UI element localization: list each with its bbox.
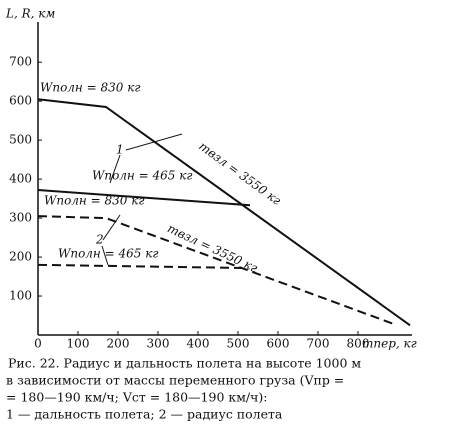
annotation: Wполн = 465 кг (58, 247, 158, 261)
x-tick-label: 100 (67, 337, 90, 351)
y-tick-label: 600 (9, 94, 32, 108)
x-tick-label: 600 (267, 337, 290, 351)
leader (109, 154, 121, 184)
annotation: 1 (116, 143, 124, 157)
leader (102, 214, 121, 241)
leader (101, 245, 109, 266)
y-tick-label: 700 (9, 55, 32, 69)
x-tick-label: 500 (227, 337, 250, 351)
x-tick-label: 0 (34, 337, 42, 351)
caption-line: 1 — дальность полета; 2 — радиус полета (6, 407, 283, 422)
y-tick-label: 500 (9, 133, 32, 147)
y-tick-label: 200 (9, 250, 32, 264)
x-tick-label: 400 (187, 337, 210, 351)
series-line (37, 189, 251, 207)
series-line (37, 98, 411, 327)
caption-line: Рис. 22. Радиус и дальность полета на вы… (8, 356, 361, 371)
x-axis-label: mпер, кг (362, 337, 417, 351)
y-tick-label: 100 (9, 289, 32, 303)
y-axis-label: L, R, км (5, 7, 55, 21)
annotation: Wполн = 830 кг (40, 81, 140, 95)
annotation: 2 (95, 233, 104, 247)
x-tick-label: 200 (107, 337, 130, 351)
y-tick-label: 400 (9, 172, 32, 186)
series-line (37, 263, 243, 269)
annotation: Wполн = 830 кг (44, 194, 144, 208)
y-tick-label: 300 (9, 211, 32, 225)
caption-line: = 180—190 км/ч; Vст = 180—190 км/ч): (6, 390, 268, 405)
caption-line: в зависимости от массы переменного груза… (6, 373, 344, 388)
annotation: mвзл = 3550 кг (196, 139, 283, 208)
x-tick-label: 800 (347, 337, 370, 351)
x-tick-label: 700 (307, 337, 330, 351)
series-line (37, 215, 395, 326)
annotation: Wполн = 465 кг (92, 169, 192, 183)
x-tick-label: 300 (147, 337, 170, 351)
